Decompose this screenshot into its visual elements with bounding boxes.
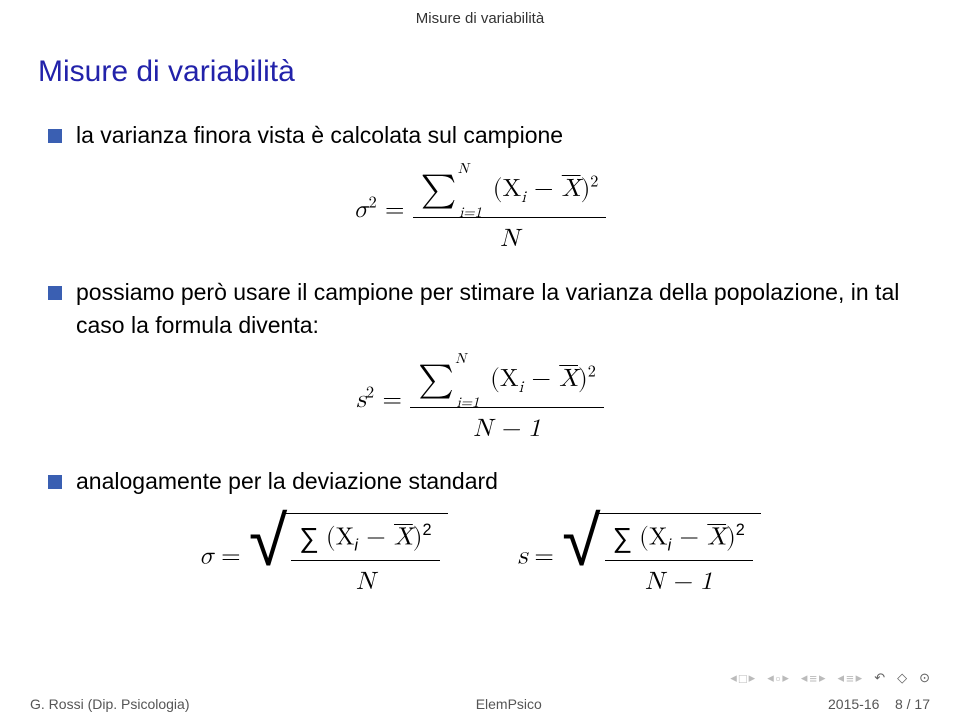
sigma2-num-mid: − xyxy=(526,176,562,201)
s2-sum-lower: i=1 xyxy=(457,392,480,413)
footer: G. Rossi (Dip. Psicologia) ElemPsico 201… xyxy=(0,696,960,712)
formula-s: s = √ ∑ (Xi − X)2 N − 1 xyxy=(518,513,761,600)
s2-num-exp: 2 xyxy=(588,365,596,381)
footer-center: ElemPsico xyxy=(476,696,542,712)
s2-num-mid: − xyxy=(523,366,559,391)
nav-next-slide-icon[interactable] xyxy=(782,670,789,686)
sigma2-sum-upper: N xyxy=(458,158,469,179)
sigma2-lhs-exp: 2 xyxy=(369,196,377,212)
nav-prev-section-icon[interactable] xyxy=(730,670,737,686)
nav-slide-icon[interactable] xyxy=(776,671,781,686)
slide-title: Misure di variabilità xyxy=(0,27,960,119)
sigma2-den: N xyxy=(413,218,607,257)
nav-frame-icon[interactable] xyxy=(809,671,817,686)
bullet-3-text: analogamente per la deviazione standard xyxy=(76,465,912,498)
nav-next-frame-icon[interactable] xyxy=(819,670,826,686)
s-num-pre: (X xyxy=(639,524,667,549)
slide-content: la varianza finora vista è calcolata sul… xyxy=(0,119,960,600)
bullet-mark xyxy=(48,286,62,300)
sigma-lhs: σ xyxy=(199,543,214,568)
sigma2-num-pre: (X xyxy=(493,176,521,201)
sigma-num-pre: (X xyxy=(326,524,354,549)
bullet-2: possiamo però usare il campione per stim… xyxy=(48,276,912,343)
sigma-num-post: ) xyxy=(413,524,423,549)
sigma-den: N xyxy=(291,561,439,600)
formula-s2: s2 = ∑ N i=1 (Xi − X)2 N − 1 xyxy=(48,356,912,447)
sigma2-num-exp: 2 xyxy=(590,175,598,191)
sigma-num-exp: 2 xyxy=(423,521,432,539)
nav-prev-sub-icon[interactable] xyxy=(838,670,845,686)
s-num-bar: X xyxy=(707,524,726,549)
s2-den: N − 1 xyxy=(410,408,604,447)
nav-prev-frame-icon[interactable] xyxy=(801,670,808,686)
bullet-1-text: la varianza finora vista è calcolata sul… xyxy=(76,119,912,152)
equals: = xyxy=(534,543,562,568)
footer-right: 2015-16 8 / 17 xyxy=(828,696,930,712)
s2-num-bar: X xyxy=(559,366,578,391)
nav-bar xyxy=(730,670,930,686)
bullet-1: la varianza finora vista è calcolata sul… xyxy=(48,119,912,152)
sigma2-num-bar: X xyxy=(562,176,581,201)
s-den: N − 1 xyxy=(605,561,753,600)
formula-row-sd: σ = √ ∑ (Xi − X)2 N s = √ xyxy=(48,513,912,600)
nav-sub-icon[interactable] xyxy=(846,671,854,686)
nav-back-icon[interactable] xyxy=(874,670,885,686)
s-num-mid: − xyxy=(671,524,707,549)
s2-lhs-exp: 2 xyxy=(366,386,374,402)
s2-num-post: ) xyxy=(578,366,588,391)
bullet-mark xyxy=(48,129,62,143)
bullet-mark xyxy=(48,475,62,489)
s-num-post: ) xyxy=(726,524,736,549)
equals: = xyxy=(385,197,413,222)
sigma-num-mid: − xyxy=(358,524,394,549)
s-lhs: s xyxy=(518,543,528,568)
nav-prev-slide-icon[interactable] xyxy=(767,670,774,686)
nav-circ-icon[interactable] xyxy=(919,670,930,686)
footer-left: G. Rossi (Dip. Psicologia) xyxy=(30,696,190,712)
formula-sigma2: σ2 = ∑ N i=1 (Xi − X)2 N xyxy=(48,166,912,257)
sigma-num-bar: X xyxy=(394,524,413,549)
equals: = xyxy=(221,543,249,568)
equals: = xyxy=(382,387,410,412)
sigma2-sum-lower: i=1 xyxy=(459,202,482,223)
formula-sigma: σ = √ ∑ (Xi − X)2 N xyxy=(199,513,447,600)
nav-next-sub-icon[interactable] xyxy=(856,670,863,686)
nav-section-icon[interactable] xyxy=(739,671,747,686)
sigma2-num-post: ) xyxy=(581,176,591,201)
sigma2-lhs-var: σ xyxy=(354,197,369,222)
nav-search-icon[interactable] xyxy=(897,670,907,686)
s2-lhs-var: s xyxy=(356,387,366,412)
bullet-2-text: possiamo però usare il campione per stim… xyxy=(76,276,912,343)
s2-num-pre: (X xyxy=(490,366,518,391)
bullet-3: analogamente per la deviazione standard xyxy=(48,465,912,498)
s-num-exp: 2 xyxy=(736,521,745,539)
slide-header: Misure di variabilità xyxy=(0,0,960,27)
s2-sum-upper: N xyxy=(455,348,466,369)
nav-next-section-icon[interactable] xyxy=(749,670,756,686)
